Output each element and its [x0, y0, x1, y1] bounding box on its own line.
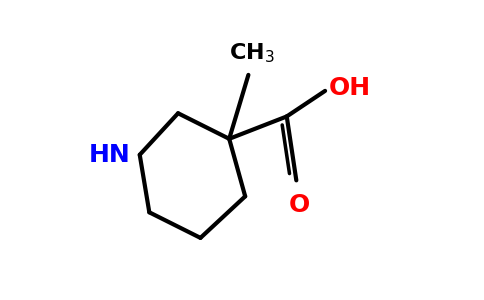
Text: CH$_3$: CH$_3$ — [229, 42, 274, 65]
Text: HN: HN — [89, 143, 130, 167]
Text: OH: OH — [328, 76, 370, 100]
Text: O: O — [289, 193, 310, 217]
